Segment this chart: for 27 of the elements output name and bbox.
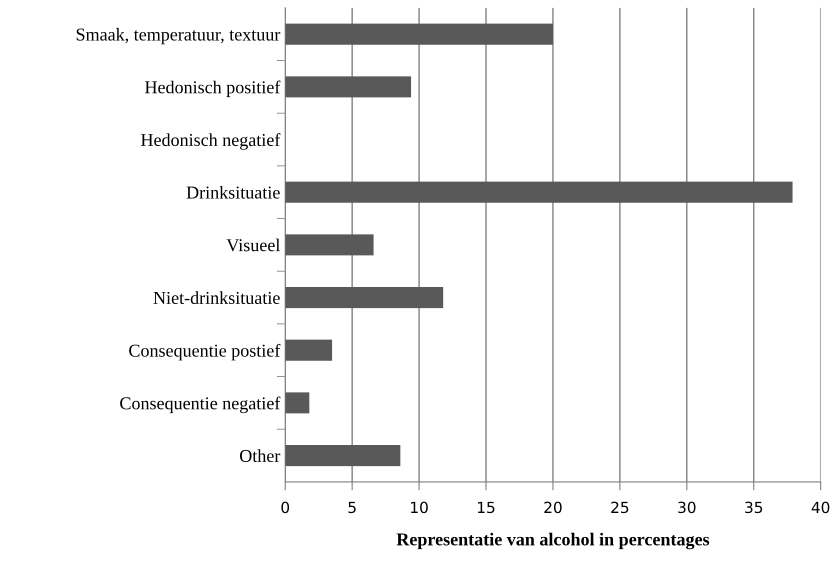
x-tick-label: 35 [745, 502, 762, 514]
y-tick-label: Consequentie postief [129, 344, 280, 360]
y-tick-label: Hedonisch positief [144, 80, 280, 98]
bar [285, 24, 553, 45]
bar [285, 287, 444, 308]
x-tick-label: 0 [281, 502, 290, 514]
bar [285, 445, 400, 466]
x-tick-label: 40 [812, 502, 830, 514]
x-tick-label: 20 [544, 502, 562, 514]
y-tick-label: Niet-drinksituatie [154, 291, 280, 304]
bar [285, 392, 310, 414]
y-tick-label: Hedonisch negatief [141, 133, 280, 150]
y-tick-label: Smaak, temperatuur, textuur [76, 28, 280, 44]
y-tick-label: Other [240, 449, 280, 462]
y-tick-label: Consequentie negatief [120, 396, 280, 414]
x-tick-label: 10 [411, 502, 428, 514]
bar [285, 76, 412, 98]
y-tick-label: Drinksituatie [186, 186, 280, 199]
x-tick-label: 25 [611, 502, 628, 514]
bar [285, 234, 374, 256]
bar [285, 182, 793, 203]
bar [285, 340, 332, 361]
x-tick-label: 5 [348, 502, 356, 514]
x-axis-title: Representatie van alcohol in percentages [396, 532, 710, 550]
x-tick-label: 30 [678, 502, 696, 514]
x-tick-label: 15 [478, 502, 494, 514]
y-tick-label: Visueel [226, 238, 280, 252]
